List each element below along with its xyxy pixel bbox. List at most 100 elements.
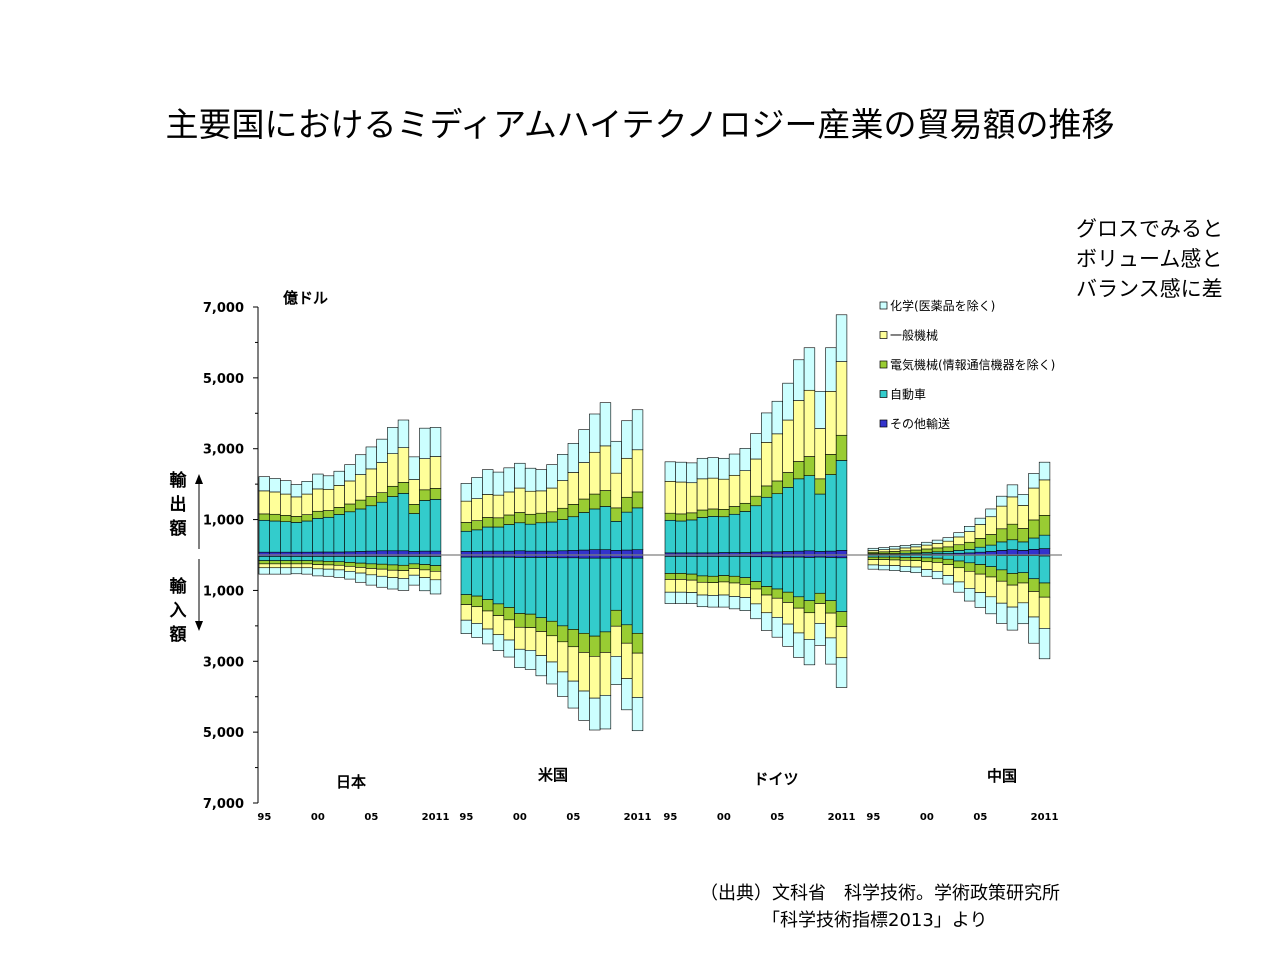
x-tick-label: 2011 [1031, 812, 1059, 823]
note-line: バランス感に差 [1076, 277, 1223, 301]
bar-import-auto [290, 556, 303, 561]
bar-import-chem [290, 567, 303, 575]
bar-export-elec [419, 489, 431, 501]
bar-import-mach [910, 560, 922, 568]
bar-import-elec [718, 575, 730, 583]
bar-import-mach [258, 563, 270, 569]
bar-import-chem [280, 567, 292, 575]
bar-import-auto [739, 556, 751, 578]
bar-export-mach [589, 451, 601, 495]
import-arrow [195, 559, 203, 631]
bar-export-elec [492, 517, 505, 528]
bar-export-mach [825, 391, 837, 455]
x-axis: 95 00 05 2011 95 00 05 2011 95 00 05 2011 95 00 05 2011 [257, 812, 1058, 823]
bar-export-elec [290, 516, 303, 523]
bar-import-auto [996, 555, 1008, 571]
bar-import-elec [503, 607, 515, 621]
bar-import-chem [899, 566, 912, 572]
note-line: ボリューム感と [1076, 247, 1223, 271]
bar-import-chem [429, 579, 442, 595]
x-tick-label: 05 [770, 812, 784, 823]
bar-import-mach [793, 607, 805, 634]
x-tick-label: 95 [866, 812, 880, 823]
bar-export-chem [878, 547, 890, 550]
bar-export-mach [269, 491, 281, 515]
bar-export-mach [354, 474, 367, 501]
bar-import-mach [524, 627, 537, 651]
bar-import-elec [963, 562, 976, 572]
bar-export-chem [258, 476, 270, 492]
bar-export-chem [280, 480, 292, 495]
bar-export-chem [376, 438, 388, 463]
bar-export-auto [408, 513, 420, 552]
bar-import-auto [387, 556, 399, 566]
bar-import-mach [921, 561, 933, 570]
bar-export-chem [578, 429, 590, 463]
bar-import-chem [589, 697, 601, 731]
bar-export-elec [397, 482, 410, 494]
bar-import-elec [482, 599, 494, 612]
bar-export-auto [1038, 534, 1051, 549]
bar-export-chem [1017, 494, 1029, 506]
bar-import-auto [814, 556, 826, 594]
bar-export-auto [750, 505, 762, 553]
bar-import-elec [707, 575, 719, 583]
bar-import-chem [985, 596, 997, 615]
bar-export-elec [578, 498, 590, 513]
bar-export-elec [482, 517, 494, 528]
bar-import-auto [599, 557, 612, 633]
x-tick-label: 00 [717, 812, 731, 823]
bar-export-elec [258, 513, 270, 521]
bar-import-mach [963, 570, 976, 589]
bar-import-chem [546, 661, 558, 685]
bar-import-mach [514, 626, 526, 650]
y-tick-label: 7,000 [203, 797, 244, 812]
bar-export-auto [963, 549, 976, 554]
export-label-char: 出 [170, 494, 187, 515]
bar-import-elec [333, 561, 345, 566]
x-tick-label: 05 [973, 812, 987, 823]
bar-import-chem [803, 639, 816, 666]
bar-import-auto [760, 556, 773, 587]
bar-import-chem [707, 595, 719, 608]
import-label-char: 額 [169, 624, 187, 645]
x-tick-label: 05 [364, 812, 378, 823]
bar-export-chem [953, 532, 965, 538]
bar-export-trans [376, 550, 388, 556]
bar-export-chem [567, 443, 579, 473]
bar-export-mach [686, 482, 698, 514]
bar-export-auto [696, 517, 709, 554]
bar-import-mach [760, 594, 773, 614]
bar-export-chem [910, 544, 922, 548]
bar-export-trans [578, 549, 590, 556]
bar-export-elec [686, 512, 698, 521]
bar-import-elec [621, 624, 633, 644]
bar-export-chem [397, 419, 410, 448]
bar-import-mach [492, 615, 505, 636]
country-group-2 [460, 402, 644, 732]
bar-export-elec [921, 548, 933, 553]
bar-export-elec [675, 513, 687, 522]
bar-export-mach [878, 549, 890, 553]
bar-import-elec [524, 613, 537, 628]
bar-export-chem [739, 448, 751, 471]
bar-export-elec [333, 507, 345, 515]
bar-export-auto [631, 507, 644, 550]
bar-export-auto [312, 518, 324, 553]
bar-export-elec [696, 509, 709, 518]
bar-export-elec [899, 550, 912, 554]
bar-import-auto [1017, 555, 1029, 574]
bar-export-auto [429, 499, 442, 552]
y-tick-label: 1,000 [203, 514, 244, 529]
bar-import-mach [546, 635, 558, 663]
bar-import-mach [397, 570, 410, 579]
bar-export-mach [460, 500, 472, 523]
bar-import-chem [825, 637, 837, 665]
bar-import-auto [344, 556, 356, 563]
bar-export-auto [397, 493, 410, 552]
bar-import-mach [686, 579, 698, 593]
bar-export-mach [1028, 487, 1040, 521]
bar-export-auto [419, 500, 431, 552]
bar-export-chem [589, 413, 601, 453]
bar-import-mach [1006, 584, 1019, 608]
